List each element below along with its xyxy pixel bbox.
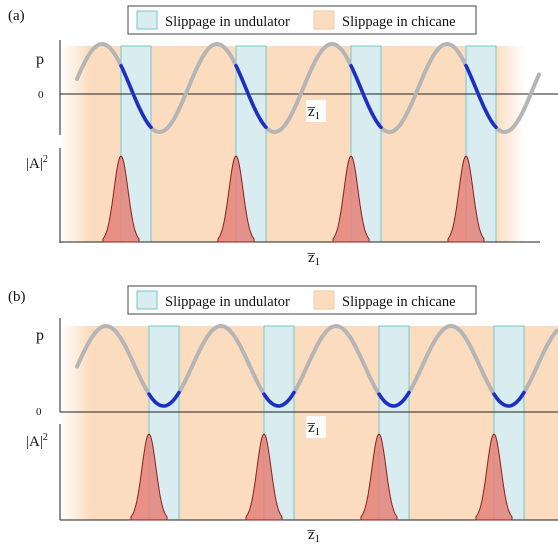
radiation-pulse: [130, 433, 168, 521]
p-axis-label: p: [36, 51, 44, 68]
phase-space-curve: [75, 41, 541, 135]
panel-b: (b) Slippage in undulator Slippage in ch…: [8, 285, 558, 544]
legend-swatch-undulator: [136, 10, 158, 30]
z-axis-label-top: z̅1: [307, 104, 320, 122]
blue-curve-segment: [492, 390, 526, 408]
radiation-pulse: [475, 433, 513, 521]
radiation-pulse: [447, 155, 485, 243]
legend-swatch-chicane: [313, 10, 335, 30]
z-axis-label-top: z̅1: [307, 420, 320, 438]
radiation-pulse: [102, 155, 140, 243]
zero-label: 0: [38, 89, 44, 101]
panel-tag: (a): [8, 8, 25, 24]
legend: Slippage in undulator Slippage in chican…: [127, 5, 477, 35]
blue-curve-segment: [464, 63, 498, 130]
legend: Slippage in undulator Slippage in chican…: [127, 285, 477, 315]
legend-label-chicane: Slippage in chicane: [342, 14, 456, 30]
zero-label: 0: [36, 406, 42, 418]
panel-tag: (b): [8, 289, 26, 305]
blue-curve-segment: [349, 63, 383, 130]
z-axis-label-bottom: z̅1: [307, 250, 320, 268]
undulator-slippage-segments: [147, 390, 526, 408]
radiation-pulse: [332, 155, 370, 243]
radiation-pulses: [130, 433, 513, 521]
power-axis-label: |A|2: [26, 154, 48, 172]
radiation-pulse: [245, 433, 283, 521]
radiation-pulses: [102, 155, 485, 243]
legend-label-undulator: Slippage in undulator: [165, 294, 290, 310]
undulator-slippage-segments: [119, 63, 498, 130]
legend-swatch-chicane: [313, 290, 335, 310]
p-axis-label: p: [36, 327, 44, 344]
radiation-pulse: [217, 155, 255, 243]
blue-curve-segment: [147, 390, 181, 408]
legend-swatch-undulator: [136, 290, 158, 310]
blue-curve-segment: [119, 63, 153, 130]
panel-a: (a) Slippage in undulator Slippage in ch…: [8, 5, 558, 268]
blue-curve-segment: [262, 390, 296, 408]
legend-label-undulator: Slippage in undulator: [165, 14, 290, 30]
power-axis-label: |A|2: [26, 432, 48, 450]
blue-curve-segment: [234, 63, 268, 130]
blue-curve-segment: [377, 390, 411, 408]
radiation-pulse: [360, 433, 398, 521]
z-axis-label-bottom: z̅1: [307, 527, 320, 544]
legend-label-chicane: Slippage in chicane: [342, 294, 456, 310]
